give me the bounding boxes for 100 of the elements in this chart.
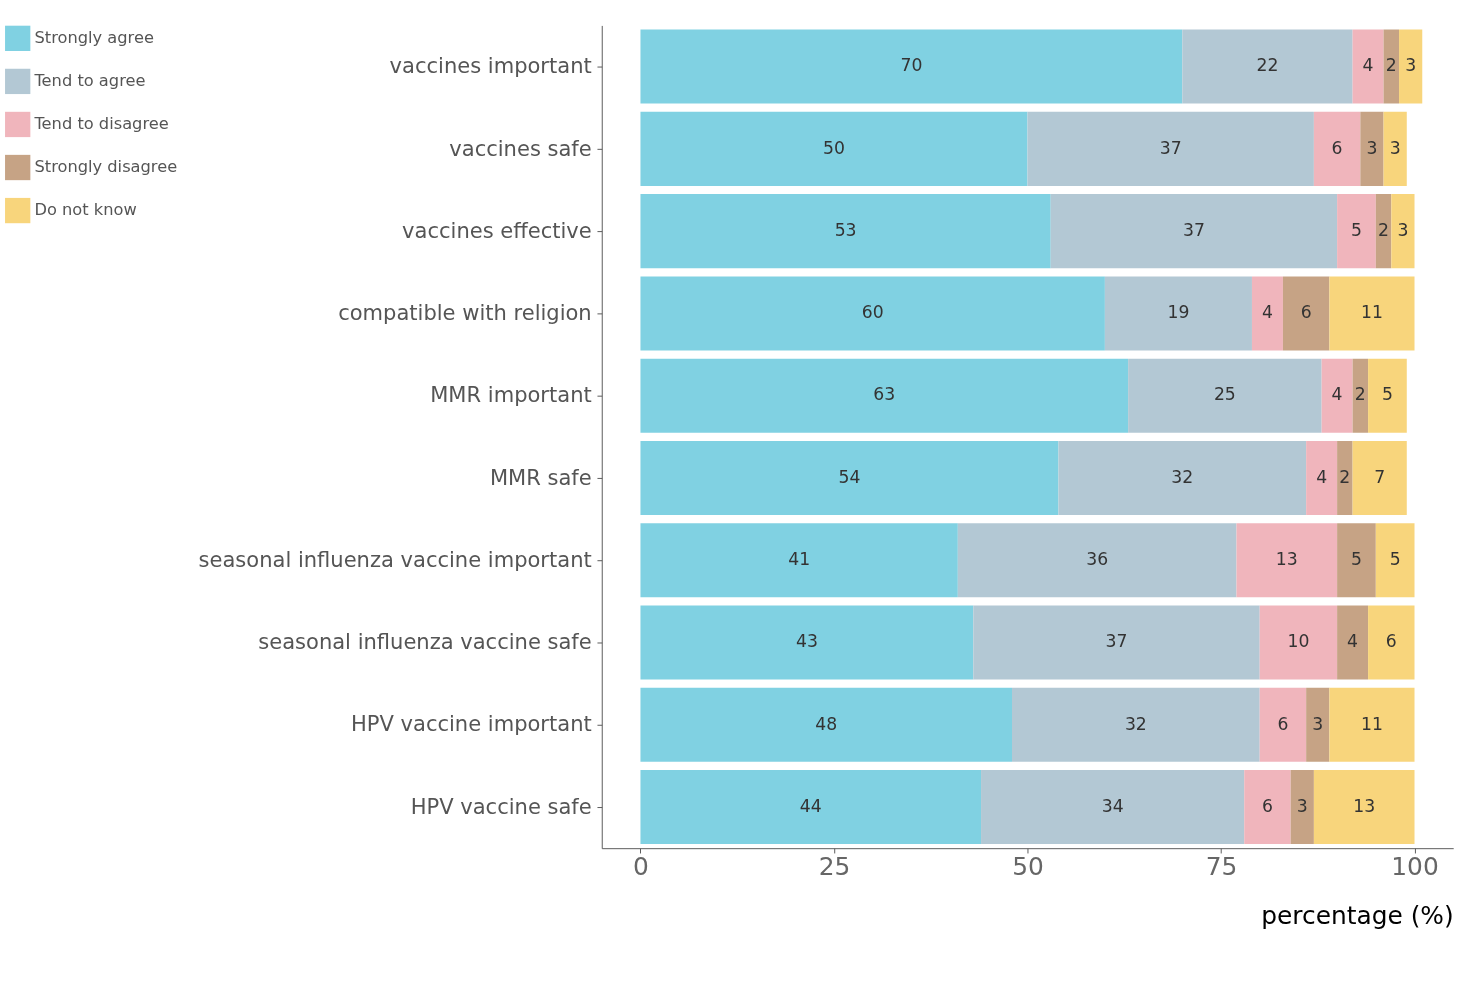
data-label: 2 xyxy=(1378,219,1390,240)
data-label: 11 xyxy=(1360,302,1383,323)
data-label: 50 xyxy=(823,137,845,158)
y-tick-label: vaccines effective xyxy=(402,217,592,243)
legend-label: Do not know xyxy=(34,200,137,220)
bar xyxy=(640,770,982,845)
bar xyxy=(640,358,1129,433)
bar xyxy=(1027,111,1314,186)
data-label: 3 xyxy=(1312,713,1324,734)
bar xyxy=(1306,687,1330,762)
bar xyxy=(1236,523,1338,598)
data-label: 3 xyxy=(1405,55,1417,76)
data-label: 70 xyxy=(900,55,923,76)
bar xyxy=(1391,194,1415,269)
data-label: 6 xyxy=(1331,137,1343,158)
bar xyxy=(1282,276,1330,351)
data-label: 37 xyxy=(1159,137,1182,158)
bar xyxy=(640,29,1183,104)
y-tick-label: vaccines safe xyxy=(449,135,592,161)
bar xyxy=(1375,523,1415,598)
bar xyxy=(973,605,1260,680)
bar xyxy=(1368,358,1407,433)
data-label: 3 xyxy=(1397,219,1409,240)
data-label: 4 xyxy=(1331,384,1343,405)
bar xyxy=(1012,687,1260,762)
bar xyxy=(1128,358,1322,433)
data-label: 6 xyxy=(1385,631,1397,652)
data-label: 63 xyxy=(873,384,896,405)
bar xyxy=(1259,605,1338,680)
bar xyxy=(1337,440,1353,515)
bar xyxy=(1306,440,1338,515)
bar xyxy=(1058,440,1307,515)
bar xyxy=(640,440,1059,515)
bar xyxy=(957,523,1237,598)
data-label: 5 xyxy=(1350,549,1362,570)
data-label: 54 xyxy=(838,466,861,487)
data-label: 4 xyxy=(1261,302,1273,323)
bar xyxy=(640,523,958,598)
bar xyxy=(981,770,1245,845)
bar xyxy=(1337,523,1376,598)
data-label: 13 xyxy=(1275,549,1298,570)
data-label: 34 xyxy=(1101,795,1124,816)
bar xyxy=(1383,111,1407,186)
data-label: 44 xyxy=(799,795,822,816)
data-label: 5 xyxy=(1350,219,1362,240)
bar xyxy=(1329,276,1415,351)
data-label: 5 xyxy=(1389,549,1401,570)
data-label: 25 xyxy=(1213,384,1236,405)
x-axis-title: percentage (%) xyxy=(1261,901,1454,931)
bar xyxy=(1368,605,1415,680)
bar xyxy=(1313,770,1415,845)
y-tick-label: compatible with religion xyxy=(338,300,592,326)
data-label: 5 xyxy=(1381,384,1393,405)
bar xyxy=(1104,276,1252,351)
x-tick-label: 50 xyxy=(1012,852,1044,882)
data-label: 3 xyxy=(1296,795,1308,816)
data-label: 41 xyxy=(788,549,811,570)
y-tick-label: HPV vaccine safe xyxy=(410,793,592,819)
bar xyxy=(1050,194,1338,269)
data-label: 36 xyxy=(1086,549,1109,570)
x-tick-label: 0 xyxy=(633,852,649,882)
data-label: 43 xyxy=(795,631,818,652)
data-label: 60 xyxy=(861,302,884,323)
data-label: 11 xyxy=(1360,713,1383,734)
bar xyxy=(1337,194,1376,269)
legend-label: Strongly disagree xyxy=(34,157,178,177)
x-tick-label: 25 xyxy=(818,852,851,882)
data-label: 19 xyxy=(1167,302,1190,323)
data-label: 10 xyxy=(1287,631,1310,652)
data-label: 48 xyxy=(815,713,838,734)
bar xyxy=(1399,29,1423,104)
data-label: 13 xyxy=(1353,795,1376,816)
bar xyxy=(1375,194,1392,269)
bar xyxy=(1244,770,1291,845)
data-label: 6 xyxy=(1300,302,1312,323)
bar xyxy=(640,687,1013,762)
data-label: 2 xyxy=(1354,384,1366,405)
bar xyxy=(1352,29,1384,104)
y-tick-label: seasonal influenza vaccine safe xyxy=(258,629,592,655)
data-label: 6 xyxy=(1277,713,1289,734)
bar xyxy=(1182,29,1353,104)
y-tick-label: HPV vaccine important xyxy=(350,711,592,737)
legend-label: Strongly agree xyxy=(34,28,154,48)
bar xyxy=(1259,687,1307,762)
bar xyxy=(1337,605,1369,680)
bar xyxy=(640,194,1051,269)
legend-label: Tend to agree xyxy=(33,71,146,91)
bar xyxy=(1352,440,1407,515)
data-label: 6 xyxy=(1261,795,1273,816)
data-label: 4 xyxy=(1316,466,1328,487)
x-tick-label: 100 xyxy=(1391,852,1439,882)
data-label: 4 xyxy=(1362,55,1374,76)
data-label: 53 xyxy=(834,219,857,240)
bar xyxy=(1352,358,1369,433)
bar xyxy=(1321,358,1353,433)
bar xyxy=(1383,29,1400,104)
bar xyxy=(1290,770,1314,845)
bar xyxy=(1360,111,1384,186)
data-label: 22 xyxy=(1256,55,1279,76)
data-label: 37 xyxy=(1105,631,1128,652)
